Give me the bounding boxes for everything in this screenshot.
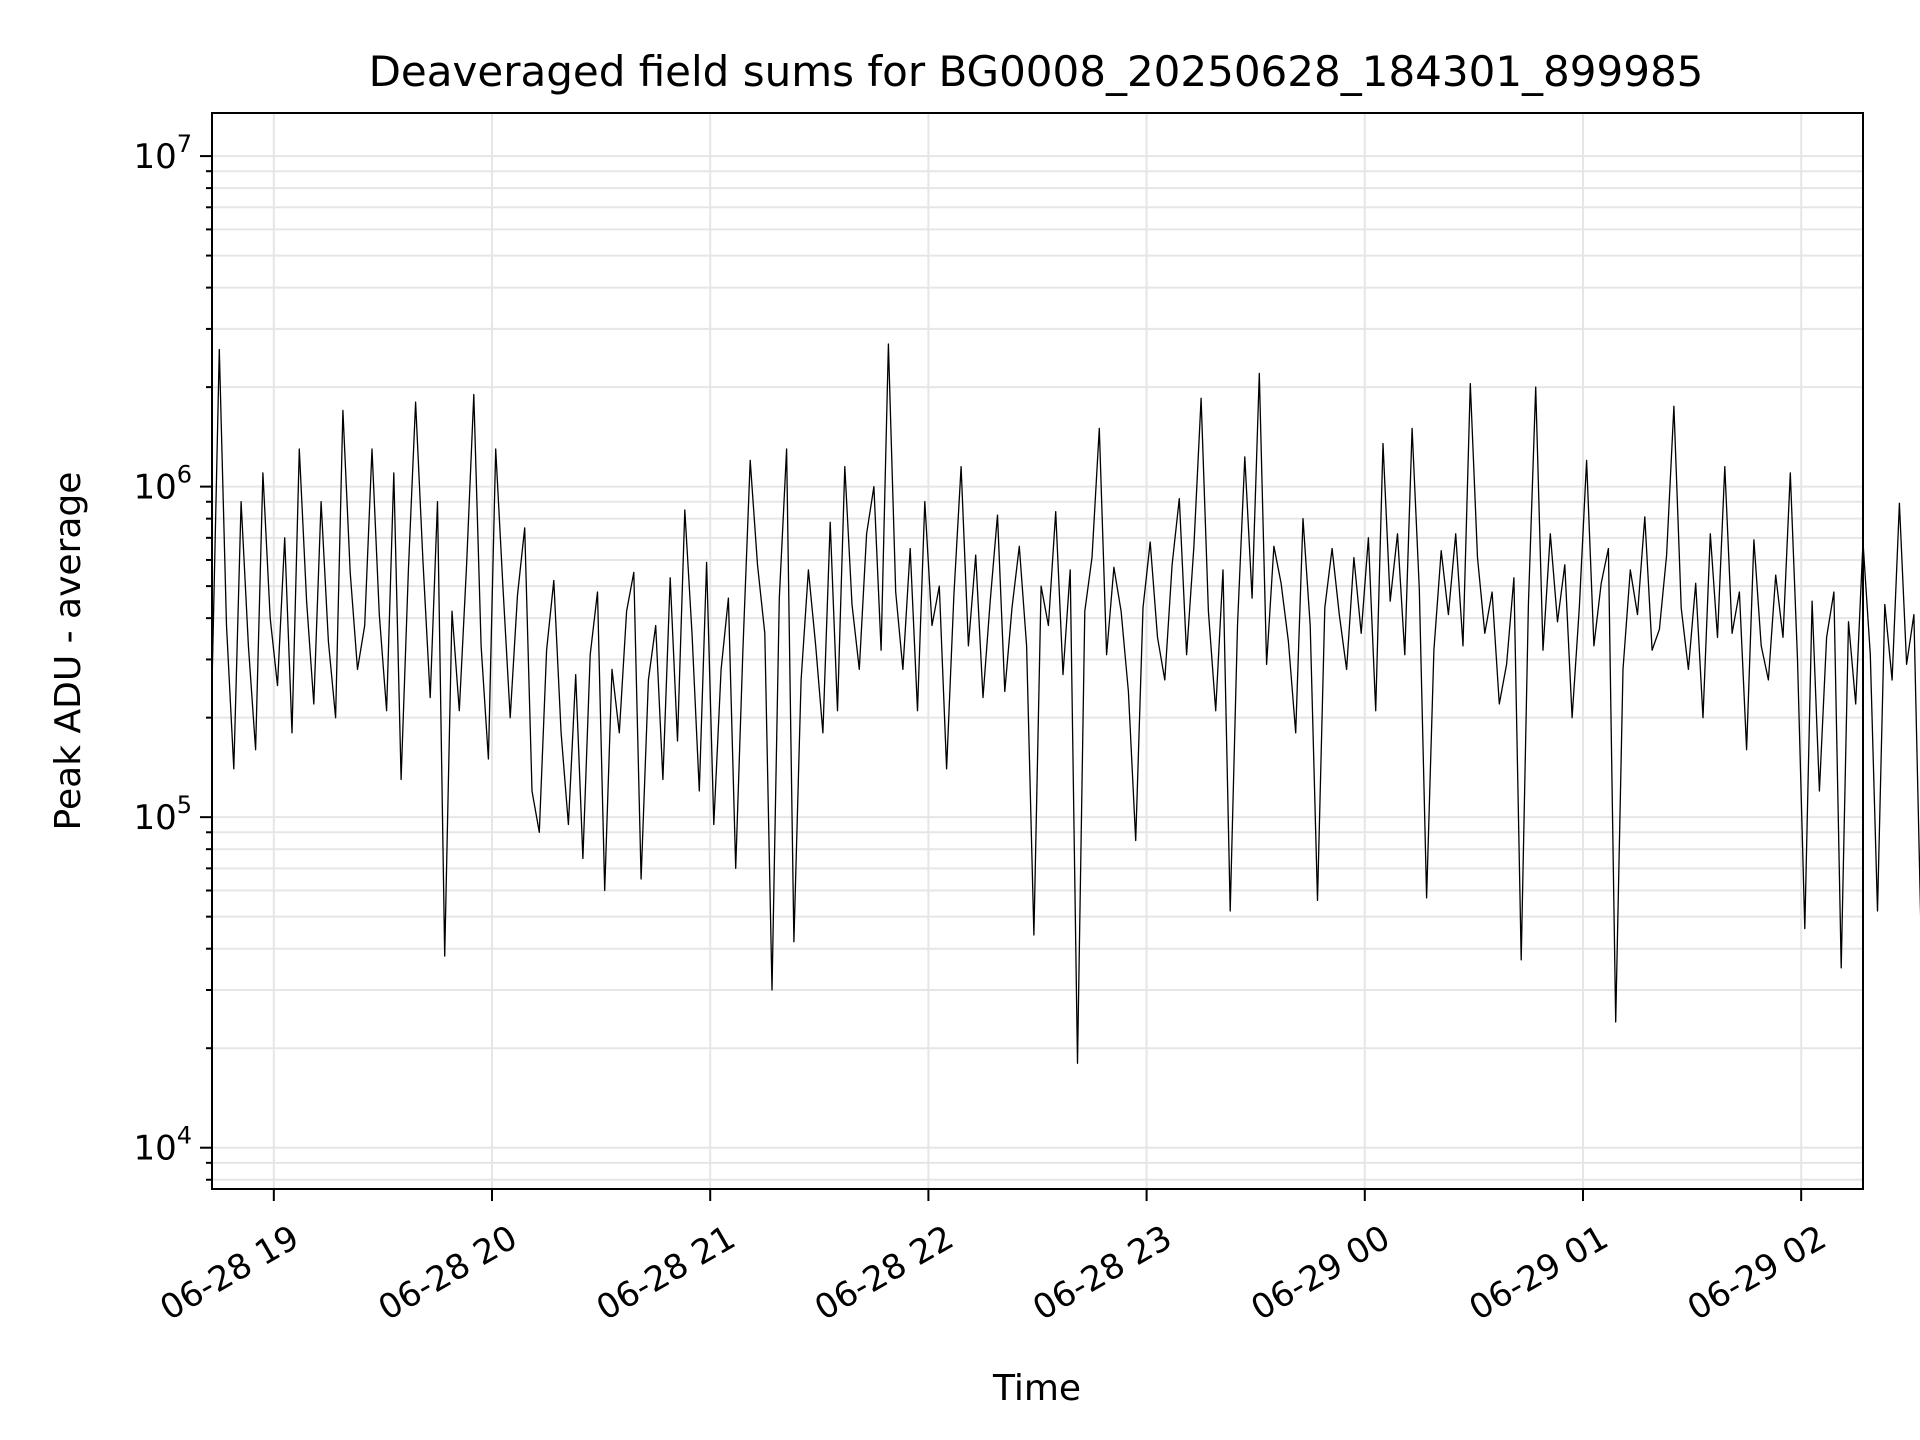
y-tick-label: 106 [133, 461, 192, 508]
y-tick-label: 107 [133, 130, 192, 177]
y-axis-label: Peak ADU - average [48, 472, 89, 831]
x-axis: 06-28 19 06-28 20 06-28 21 06-28 22 06-28 23… [154, 1189, 1833, 1329]
x-tick-label: 06-29 02 [1681, 1218, 1833, 1329]
x-tick-label: 06-29 01 [1463, 1218, 1615, 1329]
x-tick-label: 06-28 21 [590, 1218, 742, 1329]
x-tick-label: 06-28 19 [154, 1218, 306, 1329]
chart-title: Deaveraged field sums for BG0008_2025062… [369, 47, 1704, 96]
x-axis-label: Time [992, 1368, 1081, 1409]
grid-lines [212, 113, 1863, 1189]
x-tick-label: 06-29 00 [1244, 1218, 1396, 1329]
x-tick-label: 06-28 20 [372, 1218, 524, 1329]
series-line [211, 343, 1920, 1064]
x-tick-label: 06-28 23 [1026, 1218, 1178, 1329]
y-tick-label: 105 [133, 791, 192, 838]
y-axis: 104 105 106 107 [133, 130, 212, 1181]
x-tick-label: 06-28 22 [808, 1218, 960, 1329]
plot-frame [211, 112, 1864, 1190]
y-tick-label: 104 [133, 1122, 192, 1169]
